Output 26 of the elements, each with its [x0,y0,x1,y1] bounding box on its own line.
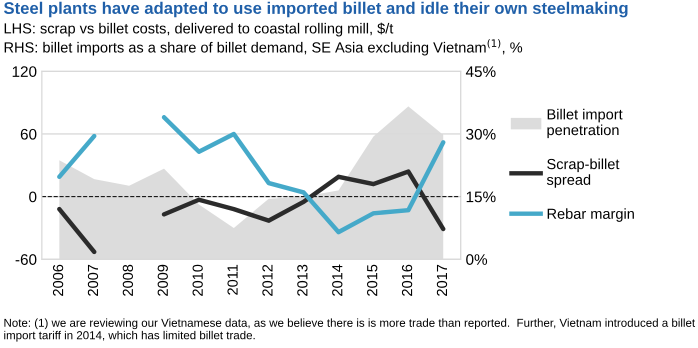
chart-title: Steel plants have adapted to use imported billet and idle their own steelmaking [4,2,628,18]
y2-tick-label: 45% [466,66,496,78]
x-tick-label: 2012 [262,264,273,296]
x-tick-label: 2016 [402,264,412,296]
y2-tick-label: 15% [466,192,496,202]
x-tick-label: 2009 [158,264,168,296]
y-tick-label: -60 [16,254,36,265]
y-tick-label: 60 [20,128,36,140]
legend-label: Billet import penetration [547,108,623,138]
x-tick-label: 2006 [52,264,64,296]
x-tick-label: 2014 [332,264,342,296]
y2-tick-label: 30% [466,128,496,140]
legend-label: Scrap-billet spread [546,158,620,188]
x-tick-label: 2010 [192,264,203,296]
x-tick-label: 2017 [436,264,448,296]
x-tick-label: 2013 [297,264,308,296]
x-tick-label: 2007 [88,264,98,296]
x-tick-label: 2015 [367,264,378,296]
y-tick-label: 0 [29,191,36,202]
y2-tick-label: 0% [466,254,488,265]
y-tick-label: 120 [12,66,36,78]
x-tick-label: 2008 [122,264,134,296]
legend-label: Rebar margin [548,208,634,222]
chart-subtitle: LHS: scrap vs billet costs, delivered to coastal rolling mill, $/t RHS: billet imports as a share of billet demand, SE Asia excluding Vietnam$^{(1)}$, % [4,22,522,56]
text: Note: (1) we are reviewing our Vietnamese data, as we believe there is is more trade than reported. Further, Vietnam introduced a billet import tariff in 2014, which has limited billet trade. [4,318,696,342]
x-tick-label: 2011 [227,264,238,295]
